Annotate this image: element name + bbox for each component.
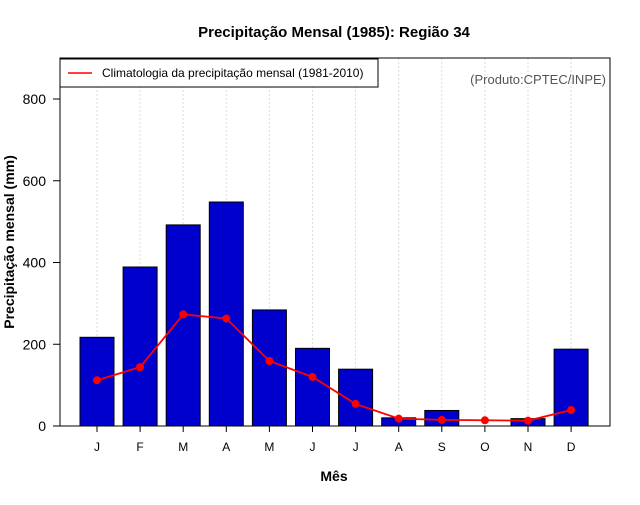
x-tick-label: F xyxy=(136,440,143,454)
x-tick-label: A xyxy=(222,440,230,454)
bar-5 xyxy=(295,347,330,427)
y-tick-label: 0 xyxy=(38,418,46,434)
climatology-point-5 xyxy=(308,372,317,381)
y-axis-label: Precipitação mensal (mm) xyxy=(1,155,17,329)
climatology-point-10 xyxy=(524,416,532,425)
x-tick-label: O xyxy=(480,440,489,454)
bar-1 xyxy=(122,266,158,427)
bar-6 xyxy=(338,368,374,427)
bar-4 xyxy=(251,309,287,427)
x-tick-label: J xyxy=(310,440,316,454)
x-tick-label: J xyxy=(353,440,359,454)
climatology-point-3 xyxy=(222,314,231,323)
climatology-point-7 xyxy=(394,414,403,423)
x-tick-label: A xyxy=(395,440,403,454)
climatology-point-6 xyxy=(351,399,360,408)
legend-label: Climatologia da precipitação mensal (198… xyxy=(102,66,363,80)
bar-3 xyxy=(208,201,244,427)
x-tick-label: M xyxy=(178,440,188,454)
climatology-point-4 xyxy=(265,357,274,366)
climatology-point-9 xyxy=(480,416,489,425)
x-tick-label: M xyxy=(264,440,274,454)
plot-border xyxy=(59,57,611,427)
climatology-point-0 xyxy=(93,376,101,385)
y-tick-label: 400 xyxy=(23,255,47,271)
y-tick-label: 600 xyxy=(23,173,47,189)
legend: Climatologia da precipitação mensal (198… xyxy=(59,58,379,88)
x-tick-label: J xyxy=(94,440,100,454)
y-tick-label: 800 xyxy=(23,91,47,107)
climatology-point-2 xyxy=(179,310,188,319)
climatology-point-11 xyxy=(567,406,576,415)
climatology-point-1 xyxy=(136,363,145,372)
bar-11 xyxy=(553,348,589,427)
y-tick-label: 200 xyxy=(23,336,47,352)
chart-title: Precipitação Mensal (1985): Região 34 xyxy=(198,24,470,41)
x-tick-label: N xyxy=(524,440,533,454)
climatology-line xyxy=(96,313,572,422)
x-tick-label: D xyxy=(567,440,576,454)
bar-2 xyxy=(165,224,201,427)
climatology-point-8 xyxy=(437,415,446,424)
source-annotation: (Produto:CPTEC/INPE) xyxy=(470,72,606,87)
legend-box xyxy=(59,58,379,88)
x-tick-label: S xyxy=(438,440,446,454)
x-axis-label: Mês xyxy=(320,468,347,484)
